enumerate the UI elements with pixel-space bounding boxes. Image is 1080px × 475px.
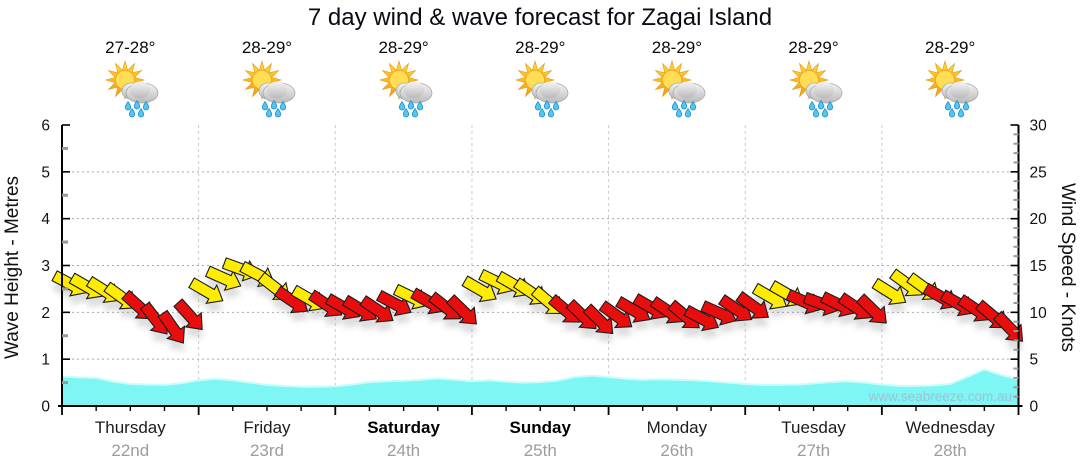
weather-icon-sun-cloud-rain bbox=[918, 59, 982, 118]
weather-icon-sun-cloud-rain bbox=[372, 59, 436, 118]
left-axis-title: Wave Height - Metres bbox=[2, 175, 23, 359]
wind-arrow bbox=[204, 265, 242, 292]
weather-icon-sun-cloud-rain bbox=[645, 59, 709, 118]
right-tick-label: 30 bbox=[1030, 118, 1048, 135]
day-temperature: 28-29° bbox=[515, 38, 566, 57]
right-tick-label: 0 bbox=[1030, 399, 1039, 416]
day-name: Tuesday bbox=[781, 418, 846, 437]
left-tick-label: 6 bbox=[41, 118, 50, 135]
right-tick-label: 15 bbox=[1030, 258, 1047, 275]
day-temperature: 28-29° bbox=[788, 38, 839, 57]
wind-arrow bbox=[173, 298, 203, 331]
left-tick-label: 4 bbox=[41, 211, 50, 228]
weather-icon-sun-cloud-rain bbox=[508, 59, 572, 118]
day-date: 28th bbox=[933, 441, 967, 460]
wave-height-line bbox=[61, 368, 1019, 388]
right-tick-label: 25 bbox=[1030, 164, 1047, 181]
wind-arrow bbox=[871, 277, 907, 305]
wind-arrow bbox=[359, 295, 394, 323]
day-name: Wednesday bbox=[905, 418, 995, 437]
day-name: Thursday bbox=[94, 418, 166, 437]
day-date: 24th bbox=[387, 441, 421, 460]
day-date: 26th bbox=[660, 441, 694, 460]
wind-arrow bbox=[582, 303, 614, 335]
wave-height-area bbox=[62, 369, 1019, 406]
wind-arrow bbox=[735, 290, 770, 319]
day-temperature: 28-29° bbox=[925, 38, 976, 57]
weather-icon-sun-cloud-rain bbox=[235, 59, 299, 118]
day-name: Friday bbox=[243, 418, 291, 437]
left-tick-label: 3 bbox=[41, 258, 50, 275]
watermark: www.seabreeze.com.au bbox=[868, 389, 1012, 404]
wind-arrow bbox=[855, 293, 887, 324]
day-temperature: 28-29° bbox=[378, 38, 429, 57]
left-tick-label: 2 bbox=[41, 305, 50, 322]
wind-arrow bbox=[375, 289, 412, 317]
weather-icon-sun-cloud-rain bbox=[98, 59, 162, 118]
wind-arrow bbox=[461, 275, 497, 303]
left-tick-label: 5 bbox=[41, 164, 50, 181]
day-date: 27th bbox=[796, 441, 831, 460]
day-date: 25th bbox=[523, 441, 557, 460]
day-date: 23rd bbox=[249, 441, 284, 460]
wind-arrow bbox=[598, 300, 633, 329]
day-temperature: 27-28° bbox=[105, 38, 156, 57]
wind-arrows bbox=[51, 257, 1024, 344]
wind-arrow bbox=[683, 304, 720, 332]
weather-icon-sun-cloud-rain bbox=[782, 59, 846, 118]
wind-arrow bbox=[445, 294, 477, 325]
page-title: 7 day wind & wave forecast for Zagai Isl… bbox=[307, 4, 773, 31]
day-name: Saturday bbox=[367, 418, 440, 437]
right-axis-title: Wind Speed - Knots bbox=[1057, 182, 1078, 352]
right-tick-label: 5 bbox=[1030, 352, 1039, 369]
left-tick-label: 1 bbox=[41, 352, 50, 369]
day-name: Monday bbox=[646, 418, 708, 437]
day-temperature: 28-29° bbox=[651, 38, 703, 57]
wind-arrow bbox=[188, 277, 224, 305]
wind-arrow bbox=[157, 309, 186, 344]
right-tick-label: 20 bbox=[1030, 211, 1048, 228]
right-tick-label: 10 bbox=[1030, 305, 1048, 322]
left-tick-label: 0 bbox=[41, 399, 50, 416]
day-temperature: 28-29° bbox=[241, 38, 293, 57]
day-date: 22nd bbox=[111, 441, 150, 460]
day-name: Sunday bbox=[509, 418, 571, 437]
